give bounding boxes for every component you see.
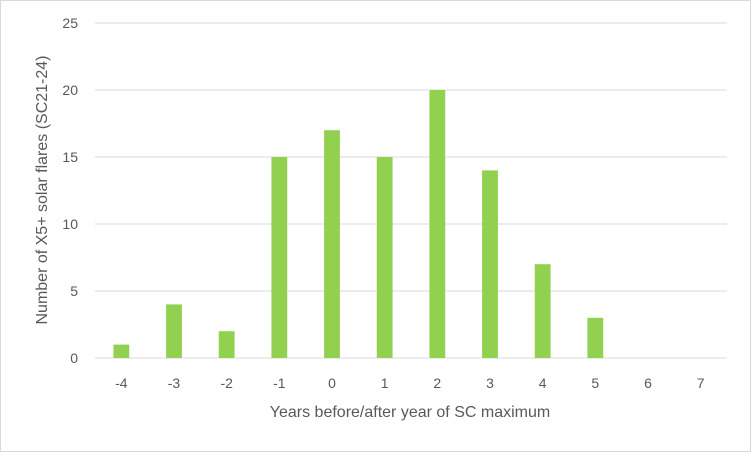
y-axis-ticks: 0 5 10 15 20 25	[62, 15, 78, 366]
x-tick-label: -2	[220, 375, 233, 391]
bar-3	[482, 170, 498, 358]
x-axis-title: Years before/after year of SC maximum	[270, 404, 550, 421]
bar--4	[113, 344, 130, 358]
x-tick-label: 6	[644, 375, 652, 391]
y-axis-title: Number of X5+ solar flares (SC21-24)	[34, 56, 51, 325]
x-tick-label: -1	[273, 375, 286, 391]
bar--2	[218, 331, 235, 358]
x-tick-label: -4	[115, 375, 128, 391]
bar-5	[587, 317, 604, 358]
x-tick-label: 4	[539, 375, 547, 391]
gridlines	[95, 22, 727, 359]
bar--3	[166, 304, 182, 358]
bar-2	[429, 90, 446, 358]
x-tick-label: -3	[168, 375, 181, 391]
x-axis-ticks: -4 -3 -2 -1 0 1 2 3 4 5 6 7	[115, 375, 705, 391]
y-tick-label: 25	[62, 15, 78, 31]
y-tick-label: 10	[62, 216, 78, 232]
x-tick-label: 3	[486, 375, 494, 391]
y-tick-label: 20	[62, 82, 78, 98]
x-tick-label: 5	[591, 375, 599, 391]
bar-1	[376, 157, 393, 358]
bar-series	[113, 90, 604, 358]
bar--1	[271, 157, 288, 358]
y-tick-label: 5	[70, 283, 78, 299]
y-tick-label: 15	[62, 149, 78, 165]
x-tick-label: 2	[433, 375, 441, 391]
x-tick-label: 7	[697, 375, 705, 391]
x-tick-label: 1	[381, 375, 389, 391]
y-tick-label: 0	[70, 350, 78, 366]
x-tick-label: 0	[328, 375, 336, 391]
bar-4	[534, 264, 551, 358]
bar-0	[324, 130, 340, 358]
